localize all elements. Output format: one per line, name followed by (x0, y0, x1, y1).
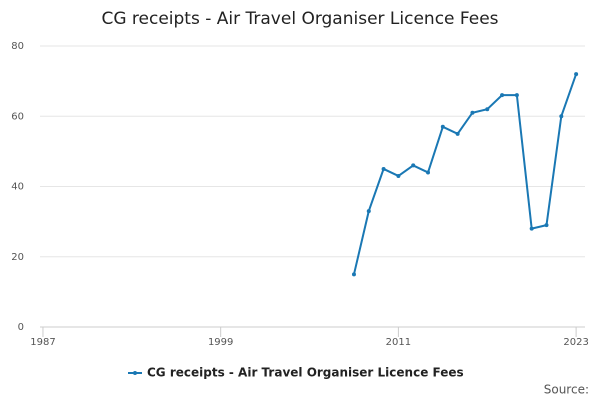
point (544, 223, 549, 228)
x-tick-label: 2011 (386, 337, 411, 348)
y-tick-label: 80 (11, 41, 24, 52)
legend-label: CG receipts - Air Travel Organiser Licen… (147, 366, 464, 380)
y-tick-label: 20 (11, 252, 24, 263)
y-tick-label: 40 (11, 182, 24, 193)
y-tick-label: 0 (18, 322, 24, 333)
point (485, 107, 490, 112)
point (574, 72, 579, 77)
point (500, 93, 505, 98)
point (411, 163, 416, 168)
x-tick-label: 1999 (208, 337, 233, 348)
point (470, 110, 475, 115)
line (352, 73, 578, 275)
legend-marker (133, 371, 137, 375)
point (529, 226, 534, 231)
point (455, 131, 460, 136)
x-tick-label: 1987 (30, 337, 55, 348)
point (559, 114, 564, 119)
point (426, 170, 431, 175)
chart-title: CG receipts - Air Travel Organiser Licen… (101, 9, 498, 29)
point (396, 173, 401, 178)
point (351, 272, 356, 277)
point (381, 166, 386, 171)
point (514, 93, 519, 98)
point (366, 209, 371, 214)
source: Source: (544, 383, 589, 397)
y-tick-label: 60 (11, 111, 24, 122)
x-tick-label: 2023 (563, 337, 588, 348)
point (440, 124, 445, 129)
